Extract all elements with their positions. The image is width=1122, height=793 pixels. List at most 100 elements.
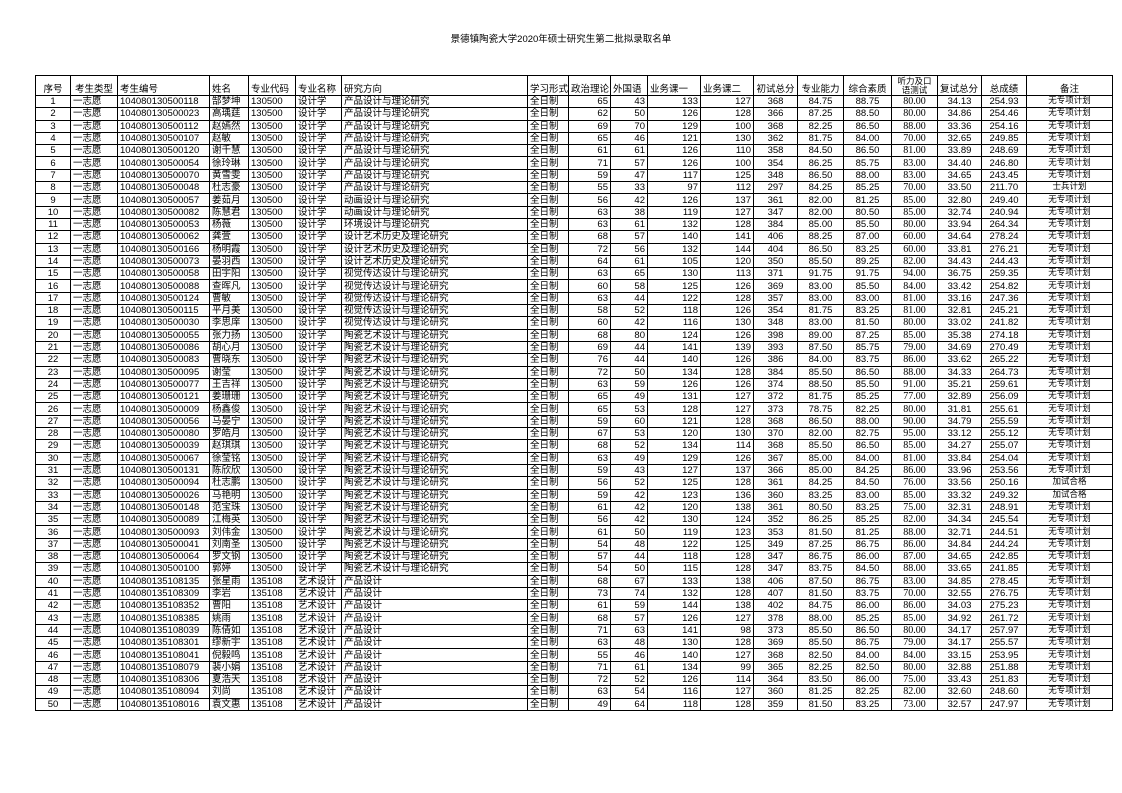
- cell-code: 135108: [248, 623, 296, 638]
- cell-prof-ability: 82.00: [797, 427, 844, 441]
- cell-total-score: 255.61: [981, 402, 1027, 416]
- cell-politics: 71: [568, 660, 611, 674]
- cell-type: 一志愿: [70, 648, 118, 662]
- cell-course1: 119: [647, 525, 701, 539]
- cell-prof-ability: 85.50: [797, 439, 844, 453]
- cell-language: 43: [610, 463, 648, 478]
- cell-direction: 产品设计与理论研究: [341, 94, 528, 109]
- cell-prof-ability: 84.25: [797, 181, 844, 195]
- cell-form: 全日制: [527, 427, 569, 441]
- cell-prof-ability: 86.50: [797, 242, 844, 256]
- cell-major: 设计学: [295, 365, 342, 379]
- table-row: 29 一志愿 104080130500039 赵琪琪 130500 设计学 陶瓷艺术设计与理…: [35, 439, 1113, 453]
- cell-direction: 陶瓷艺术设计与理论研究: [341, 525, 528, 539]
- cell-prelim-total: 393: [753, 340, 798, 355]
- cell-type: 一志愿: [70, 562, 118, 576]
- cell-id: 104080130500166: [117, 242, 210, 256]
- cell-prof-ability: 83.75: [797, 562, 844, 576]
- cell-total-score: 270.49: [981, 340, 1027, 355]
- cell-direction: 产品设计与理论研究: [341, 168, 528, 183]
- table-row: 9 一志愿 104080130500057 姜茹月 130500 设计学 动画设计与理论研究…: [35, 193, 1113, 207]
- cell-total-score: 250.16: [981, 476, 1027, 490]
- cell-course1: 126: [647, 611, 701, 625]
- cell-language: 53: [610, 402, 648, 416]
- table-row: 14 一志愿 104080130500073 晏羽西 130500 设计学 设计艺术历史及理…: [35, 254, 1113, 269]
- cell-prof-ability: 85.00: [797, 463, 844, 478]
- cell-listening-oral: 95.00: [891, 427, 938, 441]
- cell-politics: 60: [568, 316, 611, 330]
- cell-remark: 无专项计划: [1026, 660, 1113, 674]
- cell-total-score: 264.34: [981, 217, 1027, 232]
- cell-language: 52: [610, 304, 648, 318]
- cell-total-score: 256.09: [981, 390, 1027, 404]
- cell-politics: 68: [568, 230, 611, 244]
- cell-form: 全日制: [527, 205, 569, 219]
- cell-type: 一志愿: [70, 439, 118, 453]
- cell-course1: 120: [647, 500, 701, 515]
- cell-language: 59: [610, 377, 648, 392]
- cell-politics: 63: [568, 217, 611, 232]
- table-row: 15 一志愿 104080130500058 田宇阳 130500 设计学 视觉传达设计与理…: [35, 267, 1113, 281]
- cell-direction: 陶瓷艺术设计与理论研究: [341, 340, 528, 355]
- cell-direction: 产品设计与理论研究: [341, 144, 528, 158]
- cell-code: 130500: [248, 427, 296, 441]
- table-row: 21 一志愿 104080130500086 胡心月 130500 设计学 陶瓷艺术设计与理…: [35, 340, 1113, 355]
- cell-type: 一志愿: [70, 242, 118, 256]
- cell-direction: 设计艺术历史及理论研究: [341, 230, 528, 244]
- cell-direction: 产品设计与理论研究: [341, 107, 528, 121]
- cell-direction: 产品设计: [341, 599, 528, 613]
- cell-code: 130500: [248, 279, 296, 293]
- cell-course2: 128: [700, 636, 754, 650]
- cell-name: 范宝珠: [209, 500, 249, 515]
- cell-prelim-total: 347: [753, 205, 798, 219]
- cell-form: 全日制: [527, 672, 569, 687]
- cell-retest-total: 36.75: [937, 267, 982, 281]
- cell-remark: 无专项计划: [1026, 439, 1113, 453]
- cell-code: 130500: [248, 439, 296, 453]
- cell-prelim-total: 359: [753, 697, 798, 711]
- cell-retest-total: 34.65: [937, 168, 982, 183]
- cell-form: 全日制: [527, 230, 569, 244]
- cell-politics: 59: [568, 488, 611, 502]
- cell-listening-oral: 83.00: [891, 168, 938, 183]
- cell-seq: 22: [35, 353, 71, 367]
- cell-type: 一志愿: [70, 316, 118, 330]
- cell-prof-ability: 85.00: [797, 217, 844, 232]
- cell-politics: 60: [568, 279, 611, 293]
- cell-total-score: 254.04: [981, 451, 1027, 465]
- cell-course2: 125: [700, 168, 754, 183]
- cell-language: 48: [610, 636, 648, 650]
- table-row: 2 一志愿 104080130500023 高瑀莛 130500 设计学 产品设计与理论研究…: [35, 107, 1113, 121]
- cell-type: 一志愿: [70, 599, 118, 613]
- admission-table: 序号 考生类型 考生编号 姓名 专业代码 专业名称 研究方向 学习形式 政治理论 外国语 业务课一业…: [35, 75, 1113, 711]
- cell-prof-ability: 81.50: [797, 697, 844, 711]
- cell-form: 全日制: [527, 119, 569, 133]
- cell-language: 46: [610, 131, 648, 146]
- cell-id: 104080130500009: [117, 402, 210, 416]
- cell-form: 全日制: [527, 488, 569, 502]
- cell-politics: 73: [568, 586, 611, 601]
- cell-total-score: 255.57: [981, 636, 1027, 650]
- cell-id: 104080130500080: [117, 427, 210, 441]
- cell-language: 52: [610, 476, 648, 490]
- cell-total-score: 253.95: [981, 648, 1027, 662]
- cell-language: 61: [610, 217, 648, 232]
- cell-prelim-total: 406: [753, 574, 798, 588]
- cell-prof-ability: 80.50: [797, 500, 844, 515]
- cell-course2: 126: [700, 377, 754, 392]
- cell-prelim-total: 373: [753, 402, 798, 416]
- cell-prof-ability: 85.50: [797, 636, 844, 650]
- cell-course2: 99: [700, 660, 754, 674]
- cell-remark: 无专项计划: [1026, 156, 1113, 170]
- cell-id: 104080135108306: [117, 672, 210, 687]
- cell-total-score: 275.23: [981, 599, 1027, 613]
- cell-remark: 无专项计划: [1026, 316, 1113, 330]
- cell-course1: 123: [647, 488, 701, 502]
- cell-course1: 121: [647, 131, 701, 146]
- cell-retest-total: 34.43: [937, 254, 982, 269]
- cell-total-score: 248.91: [981, 500, 1027, 515]
- cell-comp-quality: 85.25: [843, 611, 892, 625]
- header-seq: 序号: [35, 75, 71, 96]
- cell-listening-oral: 88.00: [891, 562, 938, 576]
- table-row: 13 一志愿 104080130500166 杨明霞 130500 设计学 设计艺术历史及理…: [35, 242, 1113, 256]
